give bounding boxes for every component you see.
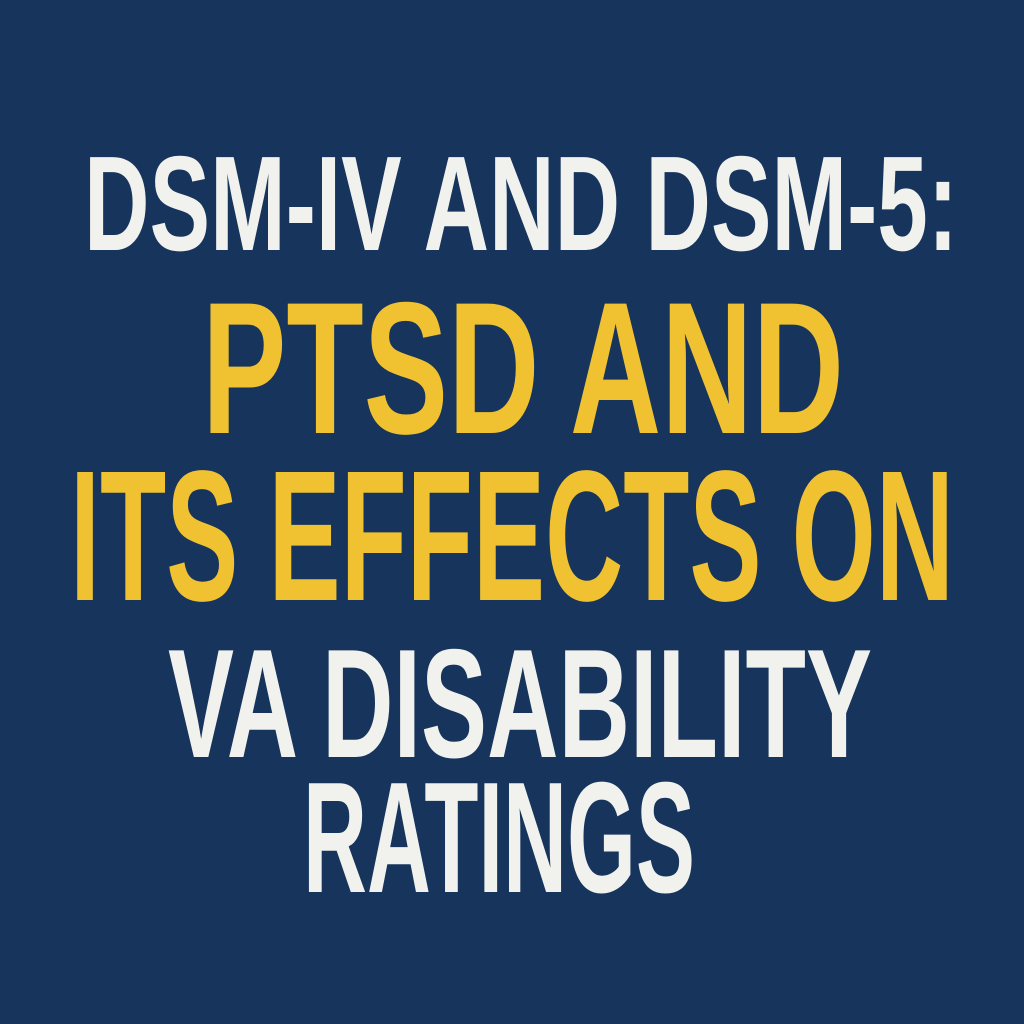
title-line-dsm-iv-and-dsm-5: DSM-IV AND DSM-5:: [84, 128, 958, 279]
title-line-va-disability: VA DISABILITY: [168, 617, 872, 790]
title-line-ratings: RATINGS: [303, 750, 695, 926]
title-line-its-effects-on: ITS EFFECTS ON: [70, 433, 954, 640]
title-line-ptsd-and: PTSD AND: [202, 263, 844, 473]
